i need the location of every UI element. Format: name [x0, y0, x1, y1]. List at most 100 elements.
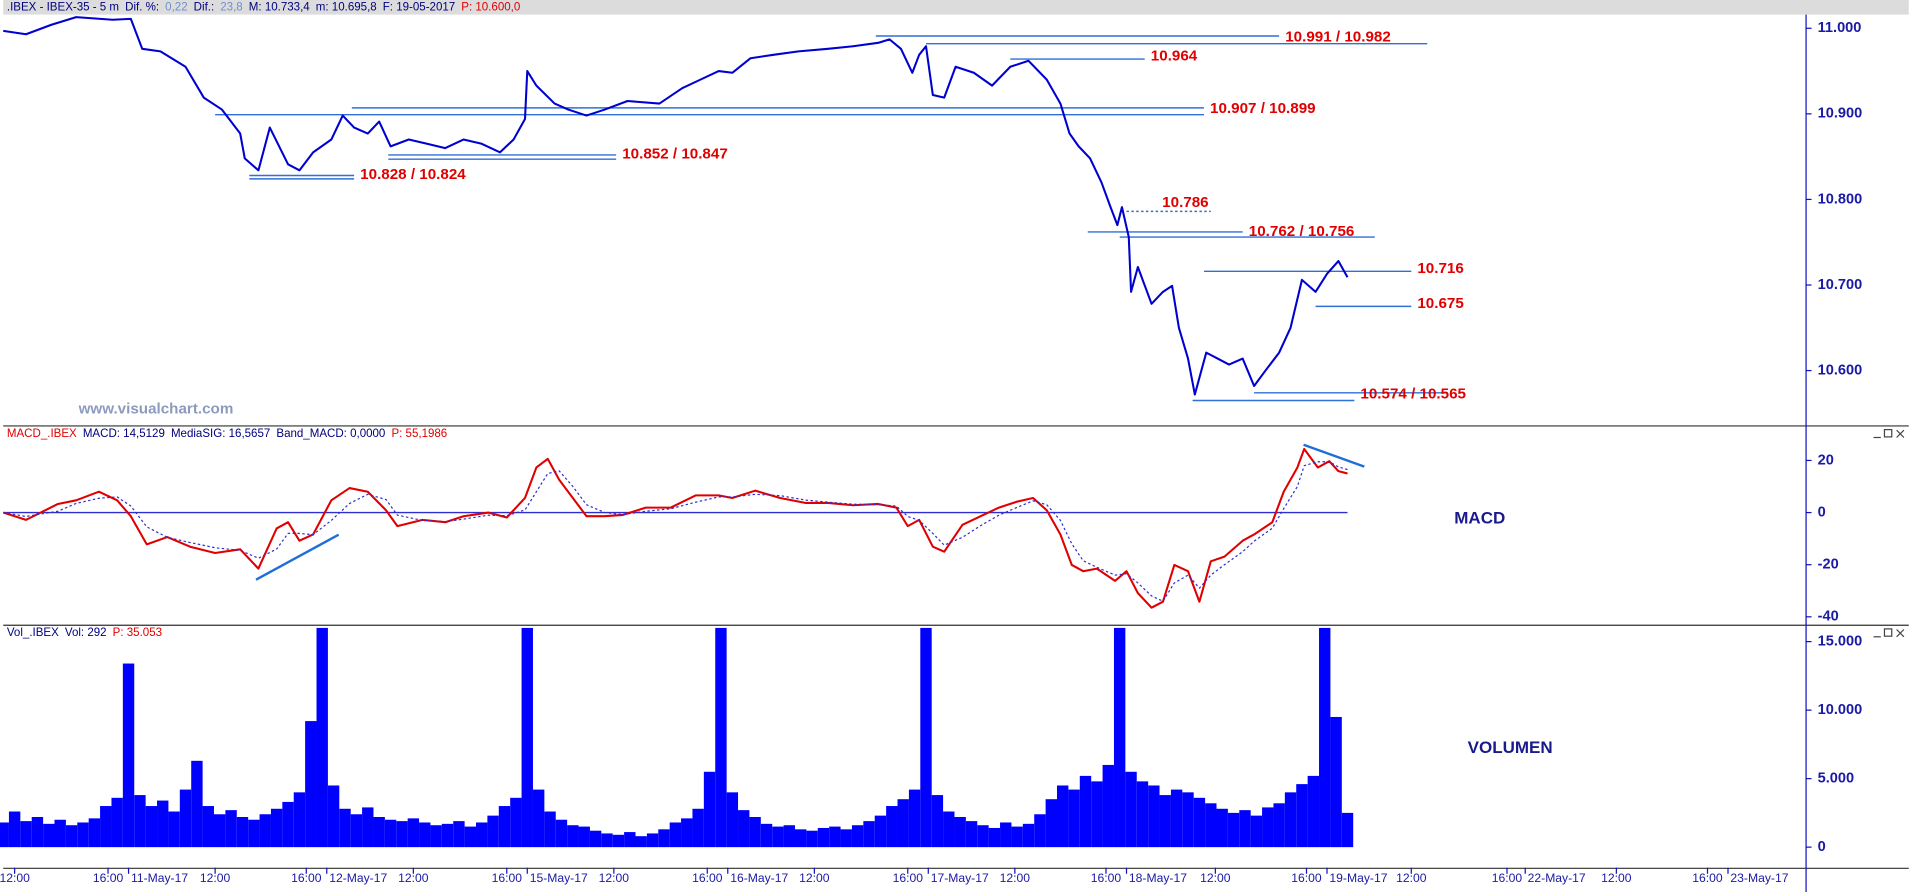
close-button[interactable]: [1896, 629, 1905, 638]
level-label: 10.828 / 10.824: [360, 166, 466, 183]
x-tick-label: 16:00: [1291, 871, 1322, 885]
volume-bar: [350, 814, 363, 848]
header-item: M: 10.733,4: [249, 1, 310, 13]
volume-bar: [191, 760, 203, 848]
volume-bar: [1170, 789, 1183, 848]
volume-bar: [88, 818, 101, 848]
volume-bar: [567, 825, 579, 848]
level-label: 10.964: [1151, 48, 1198, 65]
x-tick-label: 12:00: [200, 871, 231, 885]
volume-bar: [1000, 822, 1012, 848]
x-tick-label: 15-May-17: [530, 871, 588, 885]
window-controls[interactable]: [1873, 428, 1905, 439]
x-tick-label: 16:00: [692, 871, 723, 885]
volume-bar: [532, 789, 545, 848]
header-item: Vol_.IBEX: [7, 627, 59, 639]
volume-bar: [134, 795, 146, 848]
volume-bar: [794, 829, 807, 848]
x-tick-label: 12:00: [1601, 871, 1632, 885]
volume-bar: [1102, 764, 1114, 848]
volume-bar: [202, 806, 214, 848]
volume-bar: [646, 833, 659, 848]
volume-bar: [236, 816, 249, 848]
volume-bar: [168, 811, 180, 848]
series-line: [3, 461, 1348, 602]
volume-bar: [145, 806, 158, 848]
watermark: www.visualchart.com: [78, 401, 234, 418]
volume-bar: [122, 663, 135, 848]
y-tick-label: 10.600: [1818, 362, 1863, 378]
volume-bar: [1273, 803, 1285, 848]
volume-bar: [1250, 815, 1263, 848]
volume-bar: [498, 806, 511, 848]
panel-header: MACD_.IBEX MACD: 14,5129 MediaSIG: 16,5657…: [7, 428, 447, 440]
volume-bar: [851, 825, 864, 848]
level-label: 10.716: [1417, 260, 1463, 277]
window-controls[interactable]: [1873, 628, 1905, 638]
volume-bar: [339, 808, 351, 848]
volume-bar: [1239, 810, 1251, 848]
level-label: 10.786: [1162, 194, 1208, 211]
y-tick-label: 0: [1818, 504, 1826, 520]
volume-bar: [282, 801, 294, 848]
x-tick-label: 23-May-17: [1730, 871, 1788, 885]
trend-line: [255, 533, 340, 581]
volume-bar: [726, 792, 739, 848]
volume-bar: [1319, 627, 1331, 848]
volume-bar: [817, 827, 830, 848]
panel-label: MACD: [1454, 508, 1505, 527]
x-tick-label: 16:00: [893, 871, 924, 885]
volume-bar: [1136, 781, 1149, 848]
volume-bar: [453, 821, 465, 848]
volume-bar: [1205, 803, 1217, 848]
header-item: Vol: 292: [65, 627, 107, 639]
header-item: Band_MACD: 0,0000: [276, 428, 385, 440]
header-item: m: 10.695,8: [316, 1, 377, 13]
x-tick-label: 12-May-17: [329, 871, 387, 885]
volume-bar: [327, 785, 340, 848]
volume-bar: [1068, 789, 1080, 848]
volume-bar: [1125, 771, 1137, 848]
volume-bar: [738, 810, 750, 848]
header-item: MediaSIG: 16,5657: [171, 428, 270, 440]
volume-bar: [510, 797, 522, 848]
volume-bar: [225, 810, 237, 848]
volume-bar: [635, 836, 647, 848]
maximize-button[interactable]: [1883, 628, 1893, 637]
x-tick-label: 12:00: [0, 871, 30, 885]
y-tick-label: -20: [1818, 557, 1839, 573]
x-tick-label: 18-May-17: [1129, 871, 1187, 885]
close-button[interactable]: [1896, 429, 1905, 438]
x-tick-label: 16:00: [492, 871, 523, 885]
volume-bar: [441, 823, 454, 848]
volume-bar: [886, 806, 898, 848]
volume-bar: [965, 821, 978, 848]
series-line: [3, 16, 1349, 396]
header-item: P: 10.600,0: [461, 1, 520, 13]
volume-bar: [681, 818, 693, 848]
x-tick-label: 16:00: [1692, 871, 1723, 885]
volume-bar: [669, 822, 682, 848]
volume-bar: [43, 823, 55, 848]
volume-bar: [806, 830, 818, 848]
y-tick-label: -40: [1818, 609, 1839, 625]
x-tick-label: 16-May-17: [730, 871, 788, 885]
y-tick-label: 11.000: [1818, 20, 1862, 36]
volume-bar: [487, 815, 499, 848]
volume-bar: [1284, 792, 1297, 848]
volume-bar: [1091, 781, 1103, 848]
volume-bar: [1227, 812, 1240, 848]
volume-bar: [1011, 826, 1023, 848]
maximize-button[interactable]: [1883, 428, 1893, 438]
volume-bar: [624, 832, 636, 848]
series-line: [2, 447, 1348, 609]
volume-bar: [521, 627, 533, 848]
volume-bar: [316, 627, 328, 848]
volume-bar: [1262, 807, 1274, 848]
x-tick-label: 12:00: [599, 871, 630, 885]
volume-bar: [407, 818, 420, 848]
header-item: F: 19-05-2017: [383, 1, 455, 13]
panel-label: VOLUMEN: [1468, 738, 1553, 757]
